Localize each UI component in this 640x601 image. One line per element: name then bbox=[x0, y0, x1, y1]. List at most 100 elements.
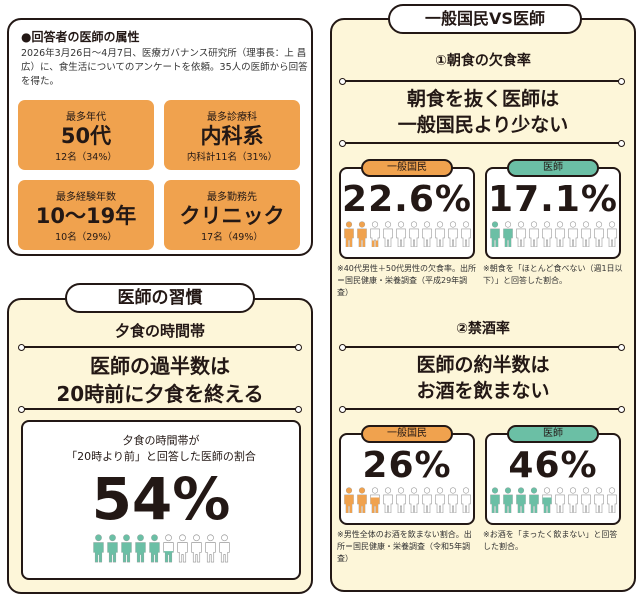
person-icon bbox=[395, 221, 406, 248]
section-headline: 医師の約半数は お酒を飲まない bbox=[332, 352, 634, 404]
person-icon bbox=[528, 221, 539, 248]
person-icon bbox=[541, 487, 552, 514]
person-icon bbox=[567, 487, 578, 514]
stat-value: 54% bbox=[91, 465, 231, 533]
tile-label: 最多診療科 bbox=[207, 112, 257, 123]
person-icon bbox=[120, 534, 132, 563]
stat-note: ※朝食を「ほとんど食べない（週1日以下）」と回答した割合。 bbox=[483, 264, 623, 285]
respondent-attributes-card: ●回答者の医師の属性 2026年3月26日～4月7日、医療ガバナンス研究所（理事… bbox=[7, 18, 313, 256]
person-icon bbox=[489, 221, 500, 248]
stat-card: 26% bbox=[339, 433, 475, 525]
tile-age: 最多年代 50代 12名（34%） bbox=[18, 100, 154, 170]
person-icon bbox=[369, 487, 380, 514]
person-icon bbox=[382, 487, 393, 514]
stat-value: 22.6% bbox=[342, 179, 472, 220]
stat-caption: 夕食の時間帯が bbox=[122, 434, 200, 447]
tile-sub: 内科計11名（31%） bbox=[186, 152, 278, 163]
people-icon-row bbox=[487, 221, 619, 248]
person-icon bbox=[447, 487, 458, 514]
stat-note: ※お酒を「まったく飲まない」と回答した割合。 bbox=[483, 530, 618, 551]
person-icon bbox=[554, 221, 565, 248]
person-icon bbox=[162, 534, 174, 563]
headline-line: 一般国民より少ない bbox=[397, 114, 569, 136]
people-icon-row bbox=[487, 487, 619, 514]
tile-workplace: 最多勤務先 クリニック 17名（49%） bbox=[164, 180, 300, 250]
person-icon bbox=[515, 221, 526, 248]
attributes-title: ●回答者の医師の属性 bbox=[21, 30, 140, 44]
person-icon bbox=[134, 534, 146, 563]
person-icon bbox=[421, 221, 432, 248]
person-icon bbox=[593, 221, 604, 248]
habits-subtitle: 夕食の時間帯 bbox=[114, 322, 205, 340]
headline-line: 20時前に夕食を終える bbox=[56, 382, 264, 406]
person-icon bbox=[554, 487, 565, 514]
attributes-description: 2026年3月26日～4月7日、医療ガバナンス研究所（理事長：上 昌広）に、食生… bbox=[21, 48, 308, 87]
headline-line: お酒を飲まない bbox=[416, 380, 550, 402]
person-icon bbox=[218, 534, 230, 563]
person-icon bbox=[434, 221, 445, 248]
tile-value: 内科系 bbox=[200, 124, 264, 148]
person-icon bbox=[190, 534, 202, 563]
tile-value: 50代 bbox=[60, 124, 112, 148]
stat-card: 17.1% bbox=[485, 167, 621, 259]
person-icon bbox=[106, 534, 118, 563]
person-icon bbox=[92, 534, 104, 563]
headline-line: 医師の過半数は bbox=[90, 354, 230, 378]
divider bbox=[18, 406, 302, 413]
stat-value: 46% bbox=[508, 445, 598, 486]
section-headline: 朝食を抜く医師は 一般国民より少ない bbox=[332, 86, 634, 138]
stat-card: 22.6% bbox=[339, 167, 475, 259]
stat-caption: 「20時より前」と回答した医師の割合 bbox=[66, 450, 256, 463]
habits-panel: 夕食の時間帯 医師の過半数は 20時前に夕食を終える 夕食の時間帯が 「20時より… bbox=[7, 298, 313, 594]
habits-pill: 医師の習慣 bbox=[65, 283, 255, 313]
headline-line: 医師の約半数は bbox=[416, 354, 550, 376]
person-icon bbox=[606, 221, 617, 248]
person-icon bbox=[408, 221, 419, 248]
divider bbox=[339, 406, 625, 413]
person-icon bbox=[580, 221, 591, 248]
tile-sub: 17名（49%） bbox=[201, 232, 263, 243]
tile-sub: 10名（29%） bbox=[55, 232, 117, 243]
tile-value: クリニック bbox=[179, 204, 285, 228]
stat-value: 17.1% bbox=[488, 179, 618, 220]
divider bbox=[18, 344, 302, 351]
people-icon-row bbox=[23, 534, 299, 563]
tile-sub: 12名（34%） bbox=[55, 152, 117, 163]
tile-value: 10～19年 bbox=[35, 204, 137, 228]
person-icon bbox=[460, 221, 471, 248]
person-icon bbox=[593, 487, 604, 514]
stat-value: 26% bbox=[362, 445, 452, 486]
person-icon bbox=[567, 221, 578, 248]
tile-department: 最多診療科 内科系内科計11名（31%） bbox=[164, 100, 300, 170]
section-subtitle: ①朝食の欠食率 bbox=[435, 53, 531, 69]
stat-note: ※男性全体のお酒を飲まない割合。出所＝国民健康・栄養調査（令和5年調査） bbox=[337, 530, 472, 563]
divider bbox=[339, 140, 625, 147]
person-icon bbox=[489, 487, 500, 514]
person-icon bbox=[204, 534, 216, 563]
dinner-stat-box: 夕食の時間帯が 「20時より前」と回答した医師の割合 54% bbox=[21, 420, 301, 580]
divider bbox=[339, 78, 625, 85]
person-icon bbox=[502, 487, 513, 514]
section-subtitle: ②禁酒率 bbox=[456, 321, 510, 337]
person-icon bbox=[176, 534, 188, 563]
divider bbox=[339, 344, 625, 351]
person-icon bbox=[395, 487, 406, 514]
tile-experience: 最多経験年数 10～19年 10名（29%） bbox=[18, 180, 154, 250]
person-icon bbox=[356, 487, 367, 514]
stat-note: ※40代男性＋50代男性の欠食率。出所＝国民健康・栄養調査（平成29年調査） bbox=[337, 264, 477, 297]
person-icon bbox=[606, 487, 617, 514]
person-icon bbox=[382, 221, 393, 248]
people-icon-row bbox=[341, 221, 473, 248]
person-icon bbox=[434, 487, 445, 514]
person-icon bbox=[447, 221, 458, 248]
person-icon bbox=[369, 221, 380, 248]
person-icon bbox=[502, 221, 513, 248]
tile-label: 最多経験年数 bbox=[56, 192, 116, 203]
person-icon bbox=[541, 221, 552, 248]
person-icon bbox=[356, 221, 367, 248]
person-icon bbox=[528, 487, 539, 514]
stat-card: 46% bbox=[485, 433, 621, 525]
habits-headline: 医師の過半数は 20時前に夕食を終える bbox=[9, 352, 311, 408]
group-tag: 一般国民 bbox=[361, 159, 453, 177]
group-tag: 一般国民 bbox=[361, 425, 453, 443]
